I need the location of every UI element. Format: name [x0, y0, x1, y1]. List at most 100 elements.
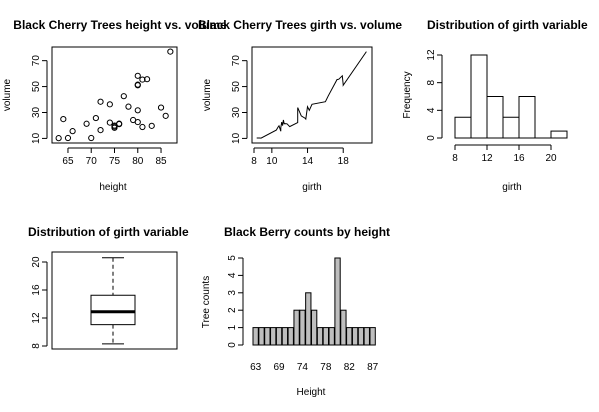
scatter-point	[70, 129, 75, 134]
counts-xlabel: Height	[297, 387, 326, 398]
histogram-x-tick-label: 12	[481, 153, 493, 164]
histogram-ylabel: Frequency	[402, 71, 413, 118]
scatter-point	[135, 108, 140, 113]
boxplot-y-tick-label: 20	[31, 256, 42, 268]
histogram-bar	[471, 55, 487, 138]
line-x-tick-label: 10	[266, 156, 278, 167]
counts-bar	[253, 328, 258, 345]
boxplot-y-tick-label: 8	[31, 343, 42, 349]
counts-bar	[364, 328, 369, 345]
line-title: Black Cherry Trees girth vs. volume	[198, 18, 402, 32]
histogram-bar	[455, 117, 471, 138]
counts-x-tick-label: 74	[297, 362, 309, 373]
histogram-y-tick-label: 8	[426, 79, 437, 85]
scatter-point	[107, 102, 112, 107]
histogram-title: Distribution of girth variable	[427, 18, 588, 32]
scatter-ylabel: volume	[2, 78, 13, 111]
scatter-x-tick-label: 75	[109, 156, 121, 167]
histogram-y-tick-label: 4	[426, 107, 437, 113]
boxplot-plot-frame	[52, 252, 177, 349]
scatter-point	[149, 123, 154, 128]
boxplot-title: Distribution of girth variable	[28, 225, 189, 239]
scatter-point	[61, 117, 66, 122]
counts-bar	[335, 258, 340, 345]
counts-y-tick-label: 5	[227, 255, 238, 261]
histogram-y-tick-label: 0	[426, 135, 437, 141]
counts-bar	[300, 310, 305, 345]
counts-bar	[352, 328, 357, 345]
line-y-tick-label: 10	[231, 132, 242, 144]
counts-x-tick-label: 69	[273, 362, 285, 373]
scatter-point	[140, 124, 145, 129]
line-series-line	[257, 52, 367, 139]
histogram-x-tick-label: 20	[545, 153, 557, 164]
line-ylabel: volume	[202, 78, 213, 111]
scatter-point	[121, 94, 126, 99]
counts-bar	[329, 328, 334, 345]
line-plot-frame	[252, 47, 372, 143]
counts-bar	[288, 328, 293, 345]
scatter-point	[84, 121, 89, 126]
histogram-bar	[551, 131, 567, 138]
counts-bar	[294, 310, 299, 345]
scatter-point	[131, 117, 136, 122]
boxplot-y-tick-label: 16	[31, 284, 42, 296]
scatter-y-tick-label: 30	[31, 106, 42, 118]
line-x-tick-label: 8	[251, 156, 257, 167]
scatter-point	[107, 120, 112, 125]
counts-y-tick-label: 2	[227, 307, 238, 313]
scatter-x-tick-label: 70	[86, 156, 98, 167]
scatter-point	[126, 104, 131, 109]
counts-bar	[370, 328, 375, 345]
scatter-xlabel: height	[99, 182, 126, 193]
histogram-x-tick-label: 8	[452, 153, 458, 164]
counts-bar	[312, 310, 317, 345]
counts-y-tick-label: 0	[227, 342, 238, 348]
line-y-tick-label: 70	[231, 55, 242, 67]
scatter-point	[65, 135, 70, 140]
scatter-y-tick-label: 10	[31, 132, 42, 144]
counts-bar	[282, 328, 287, 345]
counts-bar	[271, 328, 276, 345]
histogram-bar	[503, 117, 519, 138]
scatter-point	[89, 135, 94, 140]
scatter-point	[56, 136, 61, 141]
counts-y-tick-label: 4	[227, 272, 238, 278]
line-x-tick-label: 18	[338, 156, 350, 167]
counts-bar	[341, 310, 346, 345]
histogram-bar	[519, 97, 535, 139]
boxplot-y-tick-label: 12	[31, 312, 42, 324]
counts-x-tick-label: 63	[250, 362, 262, 373]
scatter-x-tick-label: 80	[132, 156, 144, 167]
scatter-x-tick-label: 85	[155, 156, 167, 167]
line-y-tick-label: 30	[231, 106, 242, 118]
histogram-y-tick-label: 12	[426, 49, 437, 61]
counts-y-tick-label: 1	[227, 324, 238, 330]
counts-bar	[347, 328, 352, 345]
scatter-point	[93, 115, 98, 120]
counts-title: Black Berry counts by height	[224, 225, 390, 239]
counts-x-tick-label: 78	[320, 362, 332, 373]
line-xlabel: girth	[302, 182, 321, 193]
counts-bar	[306, 293, 311, 345]
counts-x-tick-label: 87	[367, 362, 379, 373]
scatter-point	[135, 73, 140, 78]
counts-bar	[259, 328, 264, 345]
counts-bar	[358, 328, 363, 345]
histogram-xlabel: girth	[502, 182, 521, 193]
boxplot-iqr-box	[91, 295, 135, 324]
scatter-point	[163, 113, 168, 118]
scatter-point	[98, 128, 103, 133]
histogram-x-tick-label: 16	[513, 153, 525, 164]
counts-x-tick-label: 82	[344, 362, 356, 373]
scatter-point	[168, 49, 173, 54]
counts-ylabel: Tree counts	[201, 276, 212, 328]
histogram-bar	[487, 97, 503, 139]
counts-y-tick-label: 3	[227, 290, 238, 296]
scatter-title: Black Cherry Trees height vs. volume	[13, 18, 227, 32]
counts-bar	[265, 328, 270, 345]
scatter-point	[158, 105, 163, 110]
scatter-point	[98, 99, 103, 104]
counts-bar	[317, 328, 322, 345]
